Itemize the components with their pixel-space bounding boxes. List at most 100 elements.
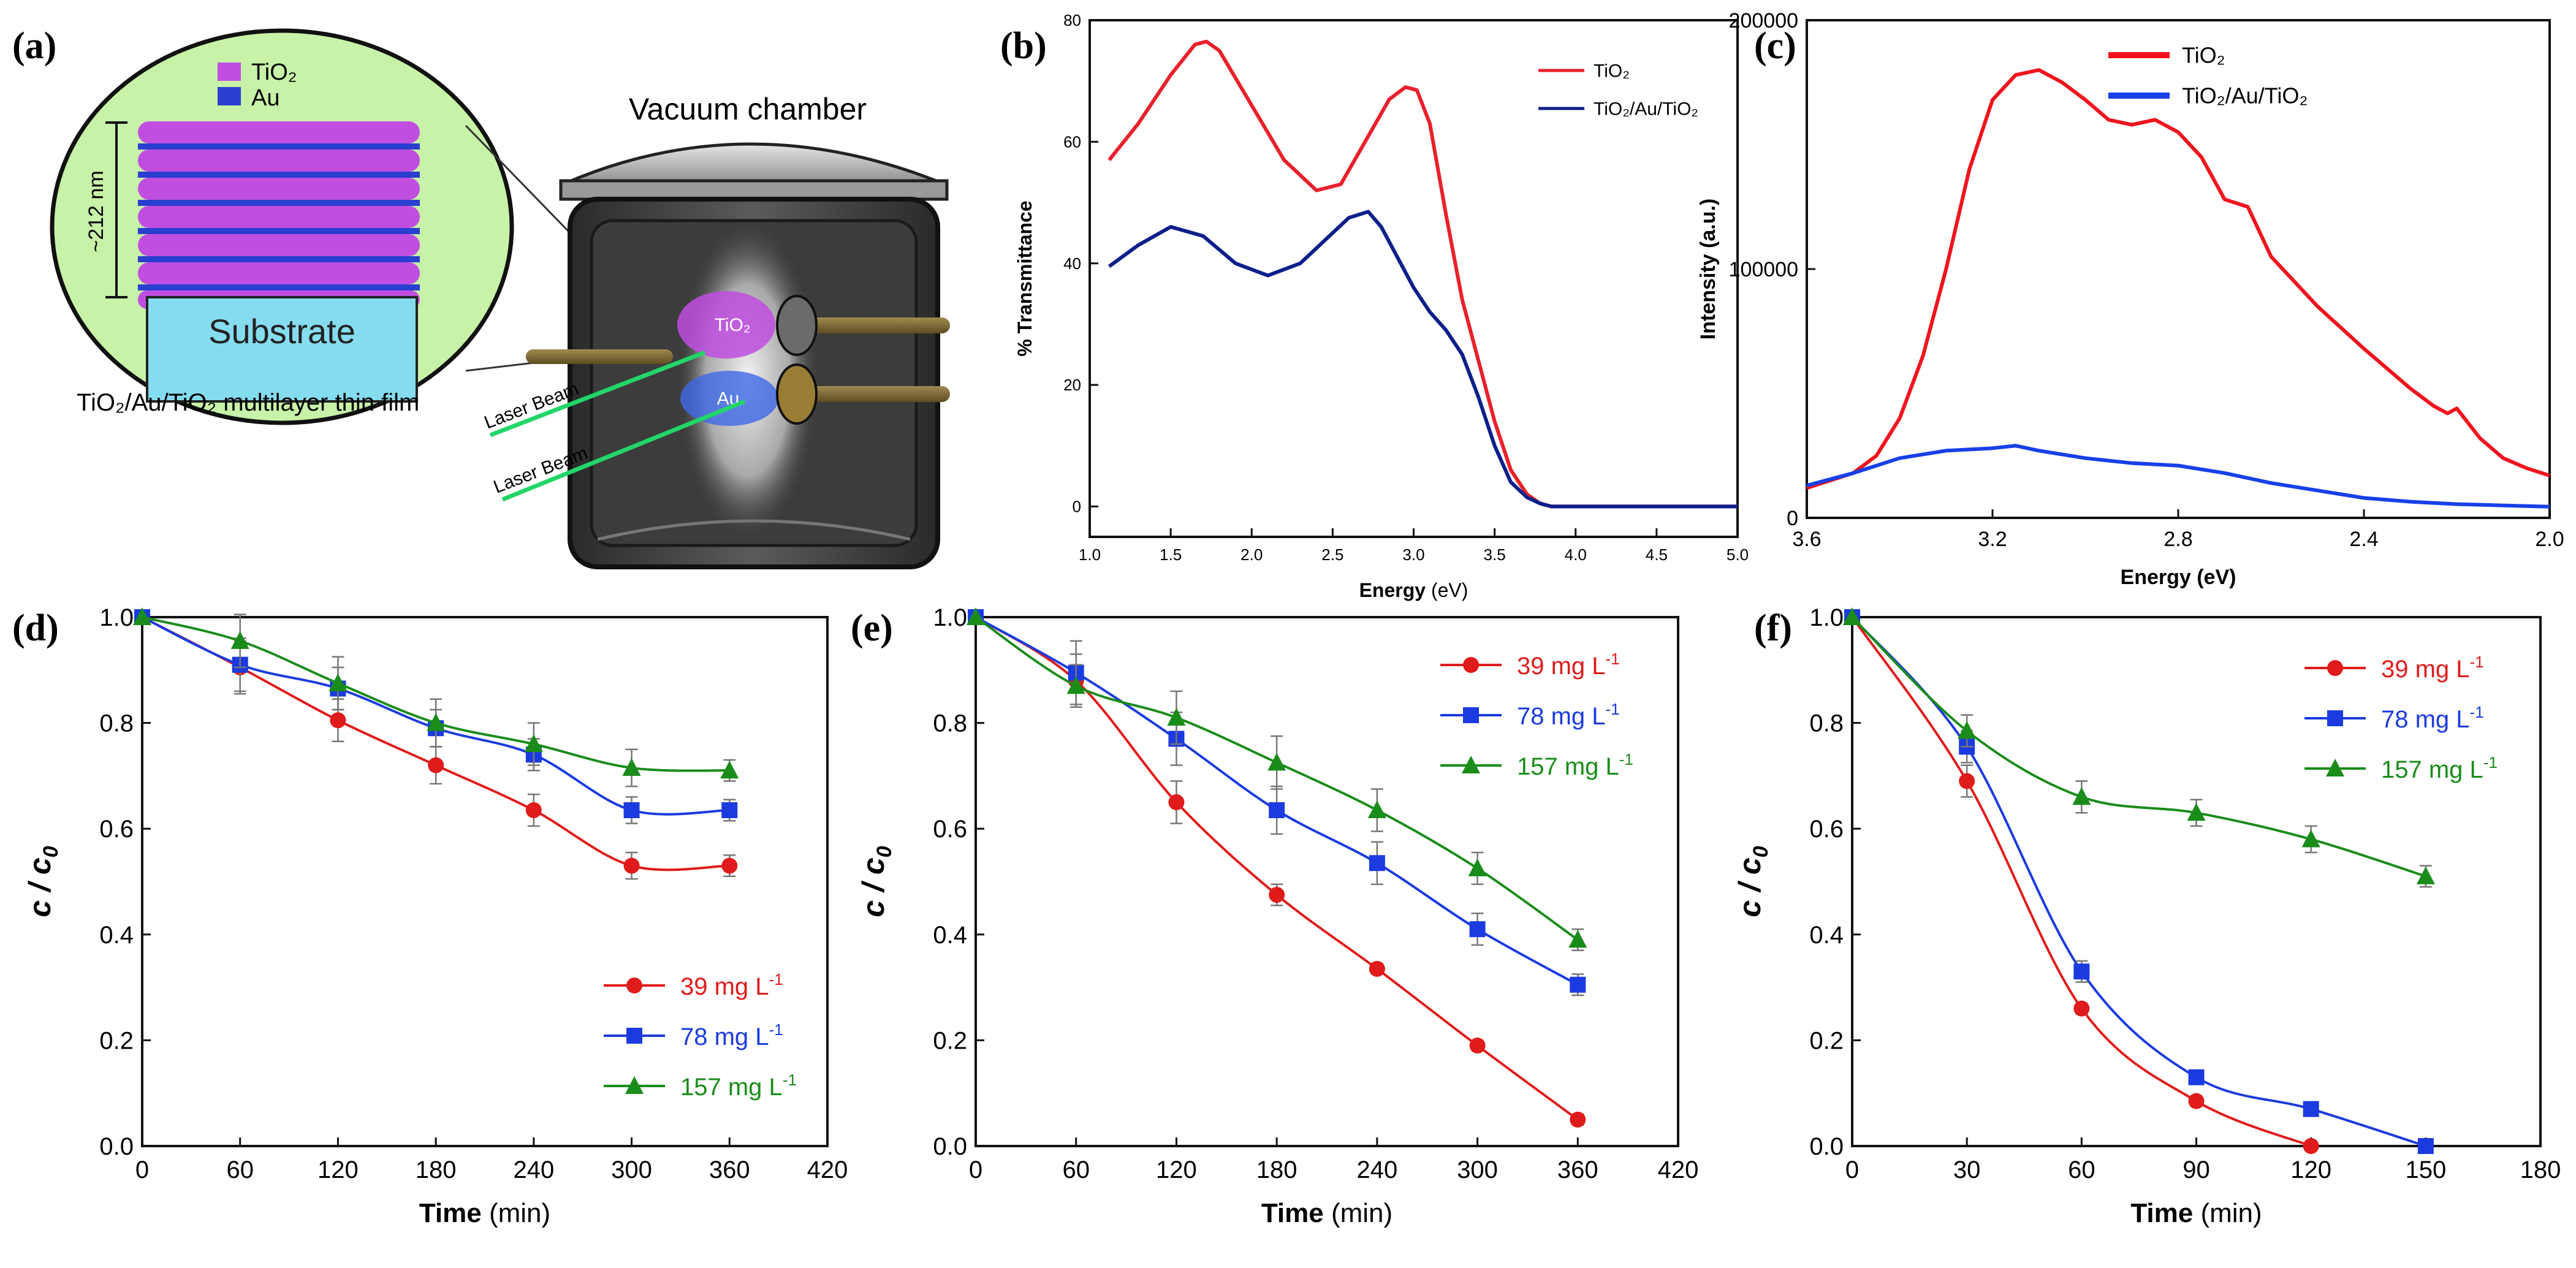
x-axis-unit: (min) <box>482 1198 550 1228</box>
tio2-target-disk <box>776 295 818 356</box>
data-point <box>2303 1138 2319 1154</box>
plot-frame <box>1806 19 2551 519</box>
data-point <box>967 607 985 625</box>
x-tick-label: 180 <box>416 1156 457 1183</box>
y-tick-label: 0.4 <box>1809 922 1844 949</box>
legend-label-sup: -1 <box>2470 703 2484 721</box>
y-tick-label: 200000 <box>1729 9 1798 32</box>
chart-b: (b) 1.0 1.5 2.0 2.5 3.0 3.5 4.0 4.5 5.0 0 20 40 60 80 E… <box>1000 11 1749 601</box>
data-point <box>330 712 346 729</box>
data-point <box>1168 794 1185 811</box>
data-point <box>1269 887 1285 903</box>
data-point <box>1843 607 1861 625</box>
x-tick-label: 150 <box>2405 1156 2446 1183</box>
x-tick-label: 60 <box>2068 1156 2095 1183</box>
y-tick-label: 60 <box>1063 132 1081 151</box>
x-axis-label: Time (min) <box>1261 1198 1392 1228</box>
legend-marker <box>2327 660 2343 676</box>
panel-label: (e) <box>851 607 893 649</box>
laser-beam-2 <box>501 399 746 502</box>
legend-label-sup: -1 <box>1606 700 1620 718</box>
data-point <box>1568 930 1587 948</box>
legend-label-sup: -1 <box>769 970 783 989</box>
data-point <box>1066 676 1085 694</box>
y-axis-label-sub: 0 <box>39 846 63 857</box>
data-point <box>2073 1000 2090 1017</box>
data-point <box>2416 866 2435 884</box>
x-tick-label: 120 <box>317 1156 359 1183</box>
legend-label-sup: -1 <box>2470 653 2484 671</box>
panel-label: (b) <box>1000 25 1047 67</box>
legend-label: 157 mg L-1 <box>680 1071 797 1101</box>
data-point <box>1369 960 1385 977</box>
series-line-1 <box>1806 444 2550 509</box>
y-tick-label: 0 <box>1073 498 1081 516</box>
data-point <box>1570 1111 1586 1128</box>
y-tick-label: 0.4 <box>933 922 967 949</box>
plot-frame <box>1851 616 2542 1147</box>
x-tick-label: 3.2 <box>1978 528 2007 551</box>
data-point <box>1167 707 1186 726</box>
legend-marker <box>1462 756 1480 773</box>
series-line-2 <box>1851 616 2426 878</box>
chart-f: (f) 0 30 60 90 120 150 180 0.0 0.2 0.4 0.6 0.8 1.0 Tim… <box>1733 604 2561 1228</box>
legend-marker <box>2326 759 2344 776</box>
y-tick-label: 0.2 <box>99 1027 134 1054</box>
legend-label: TiO₂ <box>2182 43 2225 68</box>
y-axis-label: c / c0 <box>1733 846 1772 917</box>
series-line-0 <box>1851 616 2312 1147</box>
data-point <box>1269 802 1285 818</box>
y-axis-label: % Transmittance <box>1014 200 1036 356</box>
y-tick-label: 1.0 <box>933 604 967 631</box>
data-point <box>525 802 542 818</box>
legend-tio2-label: TiO₂ <box>251 59 297 85</box>
y-axis-label: c / c0 <box>856 846 896 917</box>
data-point <box>622 757 641 776</box>
x-tick-label: 360 <box>1557 1156 1598 1183</box>
x-tick-label: 2.5 <box>1321 545 1343 564</box>
series-line-0 <box>975 616 1579 1121</box>
target-tio2-label: TiO₂ <box>715 315 751 335</box>
x-tick-label: 60 <box>226 1156 254 1183</box>
x-tick-label: 30 <box>1953 1156 1981 1183</box>
chamber-title: Vacuum chamber <box>629 92 867 126</box>
multilayer-stack <box>138 121 420 309</box>
legend-label: 78 mg L-1 <box>1517 700 1620 730</box>
y-axis-label: Intensity (a.u.) <box>1696 199 1720 340</box>
data-point <box>721 857 738 874</box>
panel-label: (d) <box>12 607 59 649</box>
data-point <box>2073 963 2090 980</box>
legend-label-sup: -1 <box>1619 750 1633 769</box>
au-plume <box>680 371 778 426</box>
legend-tio2-swatch <box>218 63 241 81</box>
y-tick-label: 1.0 <box>1809 604 1844 631</box>
x-tick-label: 60 <box>1062 1156 1090 1183</box>
legend-label: TiO₂/Au/TiO₂ <box>1594 99 1698 120</box>
x-axis-unit: (min) <box>2193 1198 2262 1228</box>
data-point <box>1468 858 1487 876</box>
data-point <box>1469 921 1486 938</box>
y-axis-label-sub: 0 <box>873 846 896 857</box>
chart-d: (d) 0 60 120 180 240 300 360 420 0.0 0.2 0.4 0.6 0.8 1… <box>12 604 848 1228</box>
y-tick-label: 0.6 <box>933 816 967 843</box>
legend-label: 157 mg L-1 <box>2381 753 2498 783</box>
legend-marker <box>1463 657 1479 673</box>
legend-label-sup: -1 <box>1606 650 1620 668</box>
x-tick-label: 4.0 <box>1565 545 1587 564</box>
y-tick-label: 0.0 <box>1809 1133 1844 1160</box>
x-axis-label: Energy (eV) <box>1359 579 1468 601</box>
x-tick-label: 300 <box>1457 1156 1498 1183</box>
legend-label: 39 mg L-1 <box>1517 650 1620 680</box>
data-point <box>1369 855 1385 871</box>
y-tick-label: 1.0 <box>99 604 134 631</box>
data-point <box>427 713 446 731</box>
panel-a-schematic: (a) TiO₂ Au Substrate <box>12 25 950 569</box>
substrate-block <box>146 296 418 403</box>
y-tick-label: 0.8 <box>933 710 967 737</box>
substrate-label: Substrate <box>208 312 355 351</box>
x-tick-label: 2.8 <box>2164 528 2192 551</box>
legend-label: 78 mg L-1 <box>2381 703 2484 733</box>
y-tick-label: 0.6 <box>1809 816 1844 843</box>
x-axis-label: Time (min) <box>419 1198 550 1228</box>
x-tick-label: 90 <box>2183 1156 2210 1183</box>
